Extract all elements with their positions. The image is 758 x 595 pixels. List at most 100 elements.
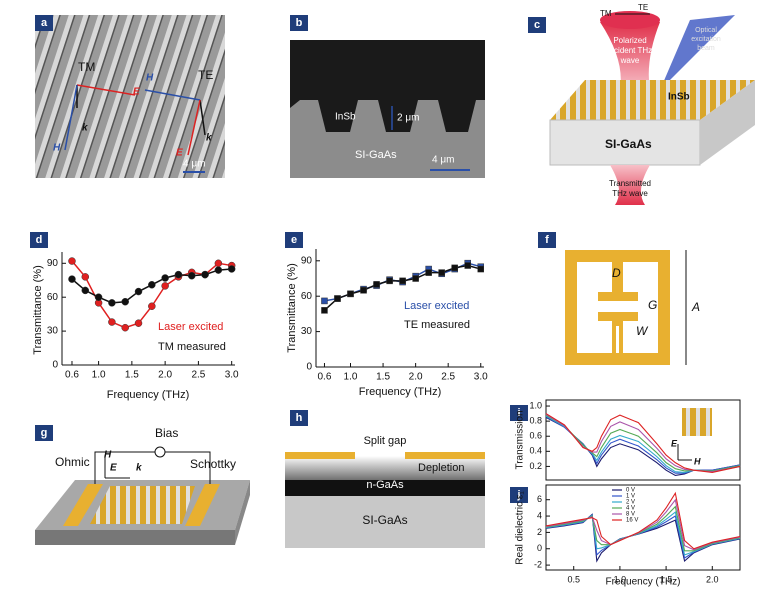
n-gaas [285, 480, 485, 496]
y-tick-label: 6 [537, 494, 542, 504]
panel-label: a [41, 17, 48, 29]
label: Schottky [190, 457, 236, 471]
badge [510, 487, 528, 503]
y-tick-label: 90 [47, 258, 59, 269]
y-tick-label: 90 [301, 255, 313, 266]
data-point [108, 318, 116, 326]
data-point [188, 271, 196, 280]
y-tick-label: 0 [52, 360, 58, 371]
ohmic-pad [63, 484, 103, 526]
thz-beam [600, 11, 660, 29]
x-tick-label: 1.5 [376, 372, 390, 383]
metal [405, 452, 485, 459]
label: D [612, 266, 621, 280]
data-point [412, 275, 419, 282]
data-point [134, 319, 143, 327]
x-tick-label: 1.5 [125, 370, 139, 381]
x-axis-label: Frequency (THz) [107, 389, 190, 401]
y-axis-label: Transmittance (%) [286, 263, 298, 352]
data-point [214, 266, 223, 274]
data-point [334, 295, 341, 302]
y-tick-label: 0.8 [529, 416, 542, 426]
label: Bias [155, 426, 178, 440]
y-tick-label: 1.0 [529, 400, 542, 410]
label: incident THz [608, 46, 652, 55]
label: 2 μm [397, 113, 419, 124]
data-point [321, 297, 328, 305]
label: H [53, 143, 61, 154]
y-tick-label: -2 [534, 559, 542, 569]
data-point [121, 323, 129, 332]
label: k [136, 463, 142, 474]
data-point [94, 293, 103, 301]
panel-label: e [291, 234, 297, 246]
y-axis-label: Real dielectric ε₁ [515, 491, 526, 565]
data-point [425, 269, 432, 276]
data-point [386, 277, 393, 285]
label: THz wave [612, 189, 648, 198]
badges: d e i j E H [30, 232, 712, 503]
y-tick-label: 0 [537, 543, 542, 553]
y-tick-label: 30 [47, 326, 59, 337]
legend-label: 2 V [626, 500, 635, 506]
plot-frame [545, 399, 741, 481]
label: E [110, 463, 117, 474]
panel-label: g [41, 427, 48, 439]
x-axis-label: Frequency (THz) [605, 577, 680, 588]
legend-label: TE measured [404, 319, 470, 331]
label: TE [638, 3, 648, 12]
data-point [68, 275, 76, 283]
x-tick-label: 1.0 [344, 372, 358, 383]
data-point [148, 281, 156, 289]
data-point [81, 286, 90, 295]
panel-label: f [545, 234, 549, 246]
series-line [545, 491, 741, 550]
data-point [174, 270, 183, 279]
thz-beam [610, 165, 650, 205]
data-point [227, 265, 236, 273]
x-tick-label: 2.5 [441, 372, 455, 383]
series-line [545, 413, 741, 474]
label: n-GaAs [366, 479, 404, 491]
panel-h: h Split gap Depletion n-GaAs SI-GaAs [285, 410, 485, 548]
badge [35, 15, 53, 31]
x-tick-label: 3.0 [474, 372, 488, 383]
y-tick-label: 4 [537, 510, 542, 520]
badge [290, 15, 308, 31]
data-point [373, 281, 380, 288]
label: Depletion [418, 462, 464, 474]
source [154, 446, 166, 458]
label: W [636, 324, 649, 338]
metamaterial [90, 486, 195, 524]
x-tick-label: 0.6 [318, 372, 332, 383]
data-point [68, 257, 76, 265]
legend-label: 8 V [626, 512, 635, 518]
thz-beam [600, 22, 660, 90]
data-point [121, 297, 129, 306]
x-tick-label: 2.5 [191, 370, 205, 381]
panel-label: i [517, 407, 520, 419]
label: SI-GaAs [362, 513, 407, 527]
arrow [144, 89, 201, 101]
label: excitation [691, 36, 721, 43]
x-tick-label: 1.0 [614, 574, 627, 584]
data-point [161, 282, 169, 290]
data-point [399, 277, 406, 285]
badge [35, 425, 53, 441]
substrate-side [35, 530, 235, 545]
optical-beam [660, 15, 735, 90]
label: TE [198, 68, 213, 82]
y-axis-label: Transmittance (%) [32, 265, 44, 354]
panel-c: c TM TE Polarized incident THz wave Opti… [528, 3, 755, 205]
y-tick-label: 30 [301, 326, 313, 337]
label: G [648, 298, 657, 312]
y-tick-label: 0 [306, 362, 312, 373]
legend-label: 1 V [626, 494, 635, 500]
label: Ohmic [55, 455, 90, 469]
legend-label: 16 V [626, 518, 638, 524]
gap [612, 301, 623, 312]
plot-frame [545, 484, 741, 571]
sample [290, 100, 485, 178]
arrow [64, 84, 78, 151]
data-point [214, 259, 223, 268]
